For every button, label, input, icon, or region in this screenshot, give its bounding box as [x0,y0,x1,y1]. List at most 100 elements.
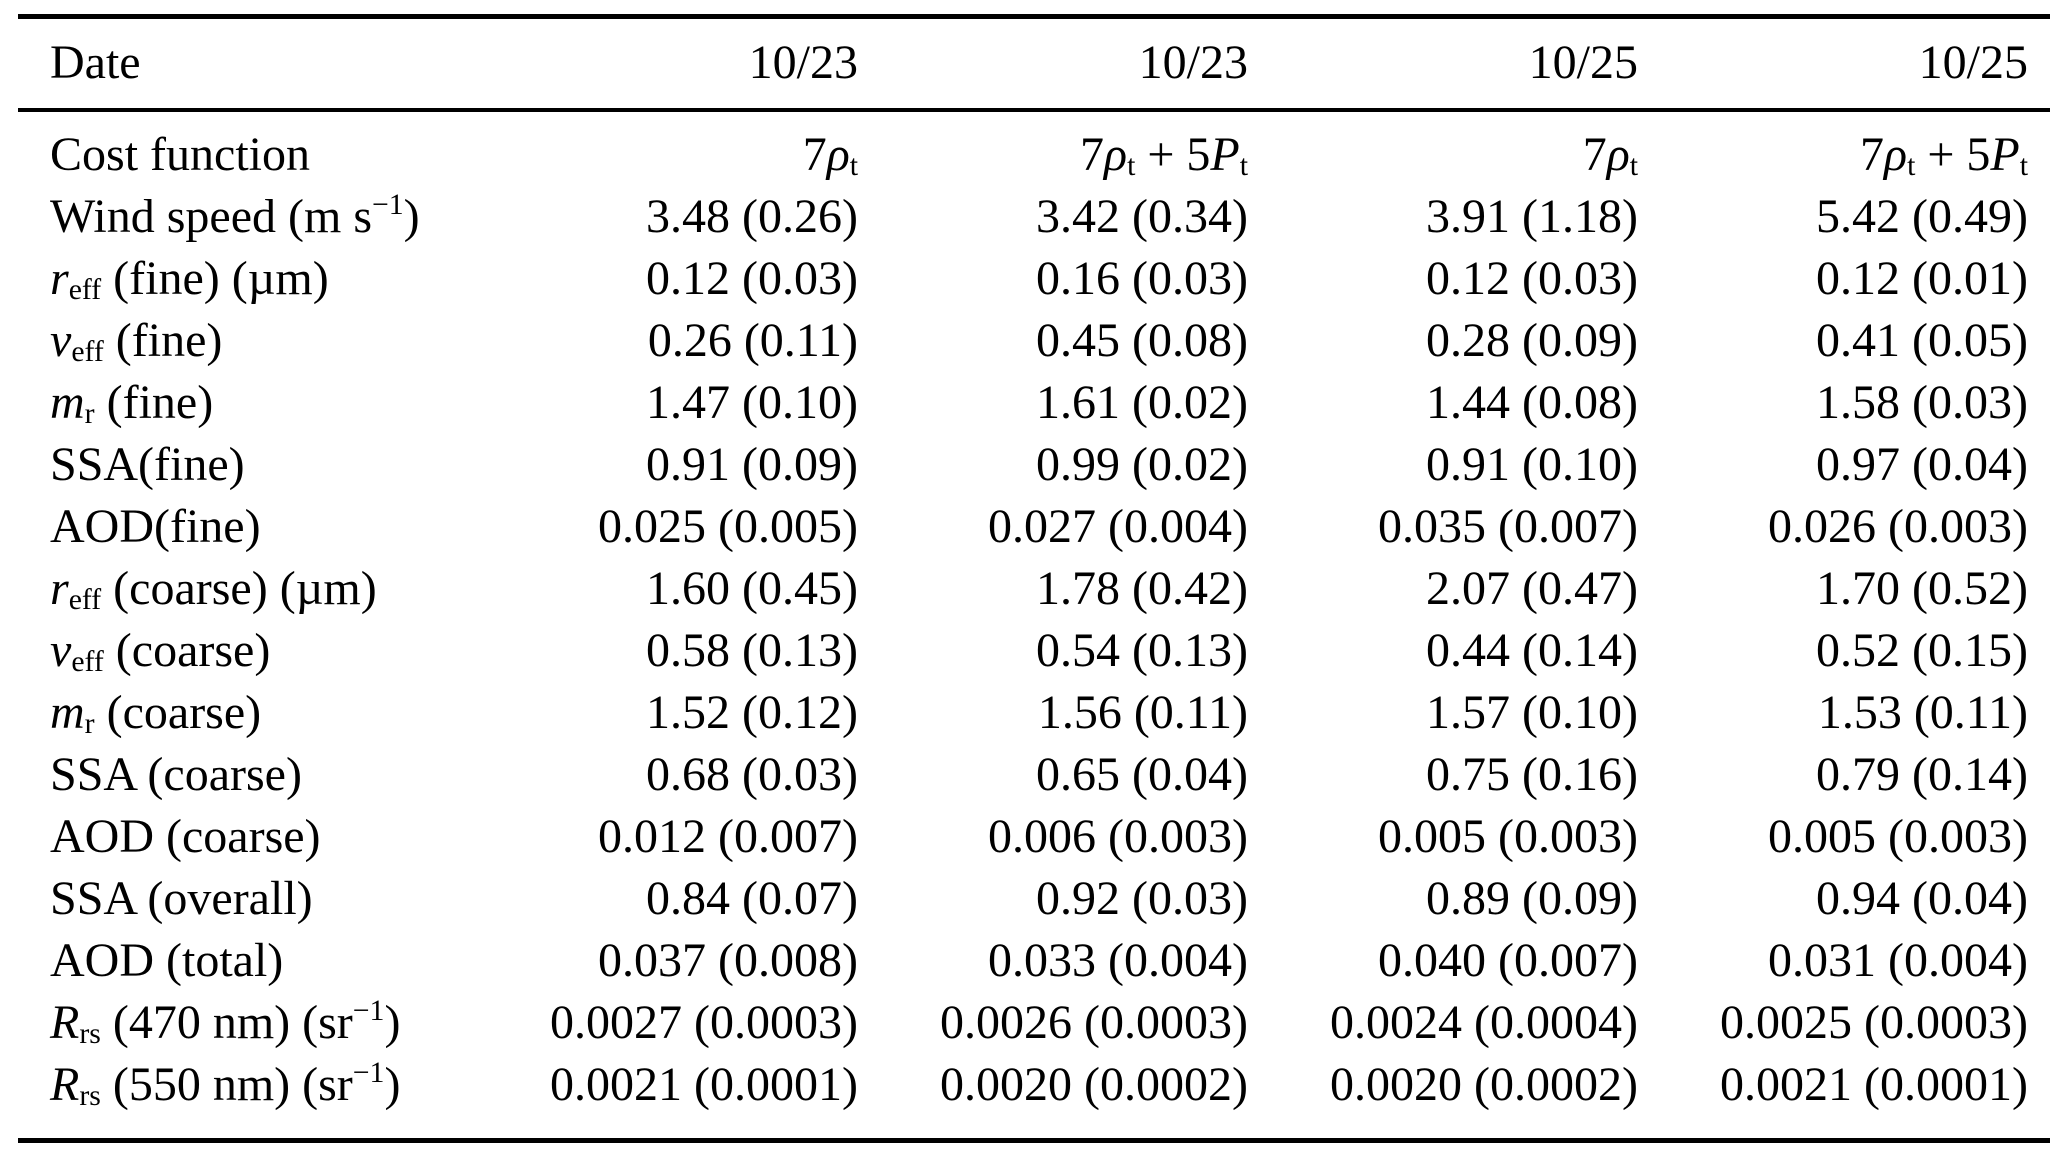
cell-mr-fine-col1: 1.47 (0.10) [646,376,858,429]
table-row-rrs-470: Rrs (470 nm) (sr−1) 0.0027 (0.0003) 0.0026… [18,992,2050,1054]
header-row: Date 10/23 10/23 10/25 10/25 [18,14,2050,112]
table-row-reff-coarse: reff (coarse) (µm) 1.60 (0.45) 1.78 (0.42)… [18,558,2050,620]
cell-reff-fine-col2: 0.16 (0.03) [1036,252,1248,305]
table-row-cost-function: Cost function 7ρt 7ρt + 5Pt 7ρt 7ρt + 5Pt [18,110,2050,186]
cell-mr-coarse-col1: 1.52 (0.12) [646,686,858,739]
cell-aod-total-col3: 0.040 (0.007) [1378,934,1638,987]
table-row-rrs-550: Rrs (550 nm) (sr−1) 0.0021 (0.0001) 0.0020… [18,1054,2050,1143]
cell-mr-fine-col4: 1.58 (0.03) [1816,376,2028,429]
row-label-aod-total: AOD (total) [50,934,284,987]
row-label-mr-coarse: mr (coarse) [50,686,262,741]
cell-mr-coarse-col4: 1.53 (0.11) [1817,686,2028,739]
cell-wind-speed-col4: 5.42 (0.49) [1816,190,2028,243]
row-label-rrs-550: Rrs (550 nm) (sr−1) [18,1054,490,1143]
header-date-label: Date [18,14,490,112]
table-row-veff-fine: veff (fine) 0.26 (0.11) 0.45 (0.08) 0.28 (0… [18,310,2050,372]
cell-ssa-coarse-col4: 0.79 (0.14) [1816,748,2028,801]
table-row-ssa-coarse: SSA (coarse) 0.68 (0.03) 0.65 (0.04) 0.75 (… [18,744,2050,806]
cell-veff-fine-col1: 0.26 (0.11) [647,314,858,367]
row-label-reff-coarse: reff (coarse) (µm) [50,562,377,617]
row-label-aod-fine: AOD(fine) [50,500,261,553]
table-row-wind-speed: Wind speed (m s−1) 3.48 (0.26) 3.42 (0.34)… [18,186,2050,248]
cell-rrs-550-col2: 0.0020 (0.0002) [880,1054,1270,1143]
cell-reff-coarse-col3: 2.07 (0.47) [1426,562,1638,615]
cell-ssa-fine-col3: 0.91 (0.10) [1426,438,1638,491]
table-row-mr-coarse: mr (coarse) 1.52 (0.12) 1.56 (0.11) 1.57 (0… [18,682,2050,744]
cell-cost-function-col2: 7ρt + 5Pt [1080,128,1248,183]
cell-ssa-overall-col1: 0.84 (0.07) [646,872,858,925]
row-label-cost-function: Cost function [50,128,310,181]
cell-reff-fine-col3: 0.12 (0.03) [1426,252,1638,305]
cell-ssa-coarse-col3: 0.75 (0.16) [1426,748,1638,801]
cell-ssa-fine-col1: 0.91 (0.09) [646,438,858,491]
cell-rrs-470-col1: 0.0027 (0.0003) [550,996,858,1049]
cell-aod-coarse-col4: 0.005 (0.003) [1768,810,2028,863]
cell-veff-coarse-col1: 0.58 (0.13) [646,624,858,677]
cell-veff-fine-col2: 0.45 (0.08) [1036,314,1248,367]
cell-reff-fine-col1: 0.12 (0.03) [646,252,858,305]
table-body: Cost function 7ρt 7ρt + 5Pt 7ρt 7ρt + 5Pt Win… [18,110,2050,1143]
cell-aod-total-col1: 0.037 (0.008) [598,934,858,987]
cell-rrs-470-col3: 0.0024 (0.0004) [1330,996,1638,1049]
table-row-mr-fine: mr (fine) 1.47 (0.10) 1.61 (0.02) 1.44 (0.0… [18,372,2050,434]
cell-aod-coarse-col1: 0.012 (0.007) [598,810,858,863]
row-label-veff-fine: veff (fine) [50,314,223,369]
cell-aod-coarse-col3: 0.005 (0.003) [1378,810,1638,863]
retrieval-results-table: Date 10/23 10/23 10/25 10/25 Cost functi… [18,14,2050,1143]
row-label-aod-coarse: AOD (coarse) [50,810,321,863]
cell-cost-function-col1: 7ρt [802,128,858,183]
cell-rrs-550-col1: 0.0021 (0.0001) [490,1054,880,1143]
cell-rrs-550-col4: 0.0021 (0.0001) [1660,1054,2050,1143]
cell-wind-speed-col3: 3.91 (1.18) [1426,190,1638,243]
cell-veff-fine-col4: 0.41 (0.05) [1816,314,2028,367]
cell-aod-fine-col1: 0.025 (0.005) [598,500,858,553]
cell-reff-fine-col4: 0.12 (0.01) [1816,252,2028,305]
cell-veff-fine-col3: 0.28 (0.09) [1426,314,1638,367]
header-col-2: 10/23 [880,14,1270,112]
cell-wind-speed-col2: 3.42 (0.34) [1036,190,1248,243]
cell-rrs-550-col3: 0.0020 (0.0002) [1270,1054,1660,1143]
table-row-veff-coarse: veff (coarse) 0.58 (0.13) 0.54 (0.13) 0.44 … [18,620,2050,682]
cell-reff-coarse-col4: 1.70 (0.52) [1816,562,2028,615]
cell-ssa-overall-col3: 0.89 (0.09) [1426,872,1638,925]
cell-wind-speed-col1: 3.48 (0.26) [646,190,858,243]
table-row-aod-fine: AOD(fine) 0.025 (0.005) 0.027 (0.004) 0.035… [18,496,2050,558]
cell-veff-coarse-col4: 0.52 (0.15) [1816,624,2028,677]
row-label-mr-fine: mr (fine) [50,376,214,431]
row-label-ssa-coarse: SSA (coarse) [50,748,302,801]
row-label-reff-fine: reff (fine) (µm) [50,252,329,307]
cell-veff-coarse-col2: 0.54 (0.13) [1036,624,1248,677]
cell-aod-fine-col2: 0.027 (0.004) [988,500,1248,553]
cell-mr-coarse-col3: 1.57 (0.10) [1426,686,1638,739]
cell-rrs-470-col2: 0.0026 (0.0003) [940,996,1248,1049]
cell-ssa-overall-col2: 0.92 (0.03) [1036,872,1248,925]
header-col-3: 10/25 [1270,14,1660,112]
cell-aod-coarse-col2: 0.006 (0.003) [988,810,1248,863]
cell-ssa-coarse-col2: 0.65 (0.04) [1036,748,1248,801]
cell-aod-total-col4: 0.031 (0.004) [1768,934,2028,987]
table-row-aod-coarse: AOD (coarse) 0.012 (0.007) 0.006 (0.003) 0.… [18,806,2050,868]
cell-ssa-fine-col2: 0.99 (0.02) [1036,438,1248,491]
cell-cost-function-col3: 7ρt [1582,128,1638,183]
cell-ssa-overall-col4: 0.94 (0.04) [1816,872,2028,925]
row-label-wind-speed: Wind speed (m s−1) [50,188,420,243]
row-label-veff-coarse: veff (coarse) [50,624,271,679]
cell-aod-fine-col4: 0.026 (0.003) [1768,500,2028,553]
cell-ssa-fine-col4: 0.97 (0.04) [1816,438,2028,491]
cell-mr-coarse-col2: 1.56 (0.11) [1037,686,1248,739]
table-row-ssa-overall: SSA (overall) 0.84 (0.07) 0.92 (0.03) 0.89 … [18,868,2050,930]
row-label-ssa-fine: SSA(fine) [50,438,245,491]
table-row-reff-fine: reff (fine) (µm) 0.12 (0.03) 0.16 (0.03) 0.… [18,248,2050,310]
row-label-ssa-overall: SSA (overall) [50,872,313,925]
header-col-1: 10/23 [490,14,880,112]
table-row-ssa-fine: SSA(fine) 0.91 (0.09) 0.99 (0.02) 0.91 (0.1… [18,434,2050,496]
cell-mr-fine-col3: 1.44 (0.08) [1426,376,1638,429]
cell-rrs-470-col4: 0.0025 (0.0003) [1720,996,2028,1049]
cell-reff-coarse-col2: 1.78 (0.42) [1036,562,1248,615]
cell-veff-coarse-col3: 0.44 (0.14) [1426,624,1638,677]
cell-aod-total-col2: 0.033 (0.004) [988,934,1248,987]
cell-aod-fine-col3: 0.035 (0.007) [1378,500,1638,553]
header-col-4: 10/25 [1660,14,2050,112]
table-row-aod-total: AOD (total) 0.037 (0.008) 0.033 (0.004) 0.0… [18,930,2050,992]
cell-mr-fine-col2: 1.61 (0.02) [1036,376,1248,429]
